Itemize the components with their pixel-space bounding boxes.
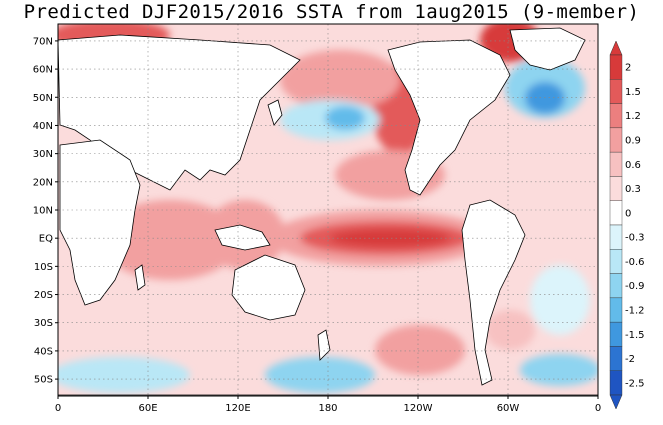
colorbar-label: 0.6	[625, 160, 641, 171]
colorbar-swatch	[609, 370, 623, 396]
lat-tick-label: 40S	[34, 346, 53, 357]
lat-tick-label: 60N	[33, 65, 53, 76]
lon-tick-label: 60E	[138, 403, 157, 414]
colorbar: 2 1.5 1.2 0.9 0.6 0.3 0 -0.3 -0.6 -0.9 -1.2 -1.5 -2 -…	[609, 40, 645, 410]
land-japan	[267, 99, 283, 126]
colorbar-swatch	[609, 321, 623, 347]
cool-southern-ocean-central	[265, 357, 375, 393]
cool-southern-ocean-east	[520, 354, 598, 386]
colorbar-label: 1.2	[625, 111, 641, 122]
lon-tick-label: 0	[55, 403, 61, 414]
colorbar-swatch	[609, 127, 623, 153]
colorbar-label: 0	[625, 208, 631, 219]
colorbar-swatch	[609, 103, 623, 129]
warm-south-pacific	[375, 325, 465, 375]
land-madagascar	[134, 264, 146, 291]
colorbar-swatch	[609, 176, 623, 201]
colorbar-max-arrow	[609, 40, 623, 56]
land-north-america	[387, 39, 511, 196]
colorbar-label: 0.3	[625, 184, 641, 195]
colorbar-label: -0.3	[625, 233, 645, 244]
map-gridlines	[58, 24, 598, 396]
land-new-zealand	[317, 329, 331, 361]
warm-indian-ocean	[100, 200, 240, 280]
colorbar-label: -1.5	[625, 330, 645, 341]
lat-tick-label: 70N	[33, 36, 53, 47]
colorbar-label: -2	[625, 354, 635, 365]
lat-tick-label: 50N	[33, 93, 53, 104]
lon-tick-label: 120W	[404, 403, 433, 414]
lat-tick-label: EQ	[39, 234, 53, 245]
land-greenland	[509, 27, 586, 71]
colorbar-swatch	[609, 151, 623, 177]
colorbar-swatch	[609, 54, 623, 80]
colorbar-swatch	[609, 346, 623, 371]
colorbar-label: -0.6	[625, 257, 645, 268]
warm-equatorial-pacific-core	[330, 229, 450, 247]
cool-southern-ocean-west	[58, 357, 190, 393]
colorbar-swatch	[609, 224, 623, 250]
land-south-america	[461, 199, 526, 386]
lat-tick-label: 30N	[33, 149, 53, 160]
colorbar-swatch	[609, 79, 623, 104]
colorbar-label: 0.9	[625, 136, 641, 147]
land-africa	[59, 139, 141, 306]
lon-tick-label: 180	[318, 403, 337, 414]
warm-north-pacific	[280, 50, 400, 110]
colorbar-label: -1.2	[625, 306, 645, 317]
cool-north-atlantic-core	[525, 82, 565, 114]
latitude-axis: 70N 60N 50N 40N 30N 20N 10N EQ 10S 20S 30S 40S 50S	[33, 36, 58, 386]
lat-tick-label: 20N	[33, 177, 53, 188]
lat-tick-label: 20S	[34, 290, 53, 301]
colorbar-label: -2.5	[625, 378, 645, 389]
colorbar-swatch	[609, 273, 623, 299]
land-masses	[58, 27, 598, 396]
land-australia	[231, 254, 306, 321]
lat-tick-label: 50S	[34, 375, 53, 386]
colorbar-swatch	[609, 200, 623, 226]
chart-title: Predicted DJF2015/2016 SSTA from 1aug201…	[23, 1, 640, 23]
land-indonesia	[214, 224, 271, 251]
colorbar-label: 2	[625, 63, 631, 74]
longitude-axis: 0 60E 120E 180 120W 60W 0	[55, 396, 601, 414]
lon-tick-label: 0	[595, 403, 601, 414]
colorbar-swatch	[609, 249, 623, 274]
warm-south-atlantic	[485, 310, 535, 350]
lat-tick-label: 40N	[33, 121, 53, 132]
lat-tick-label: 10S	[34, 262, 53, 273]
lat-tick-label: 10N	[33, 206, 53, 217]
colorbar-label: 1.5	[625, 87, 641, 98]
colorbar-swatch	[609, 297, 623, 323]
lat-tick-label: 30S	[34, 318, 53, 329]
lon-tick-label: 60W	[497, 403, 520, 414]
cool-south-atlantic	[530, 265, 590, 335]
sst-anomaly-field	[58, 24, 598, 396]
cool-northwest-pacific-core	[325, 106, 365, 130]
colorbar-min-arrow	[609, 394, 623, 410]
colorbar-label: -0.9	[625, 281, 645, 292]
lon-tick-label: 120E	[225, 403, 250, 414]
